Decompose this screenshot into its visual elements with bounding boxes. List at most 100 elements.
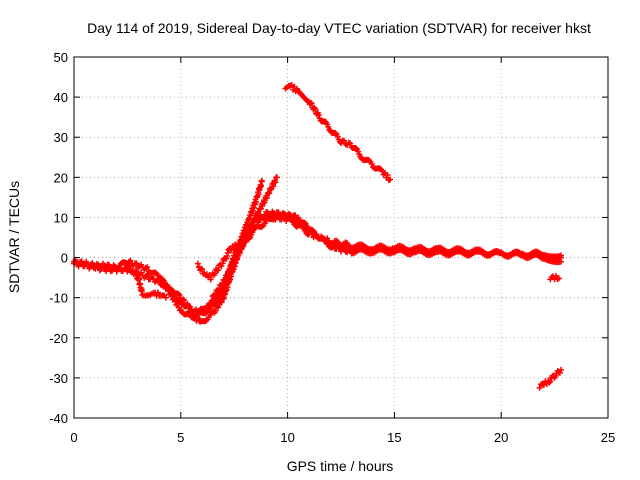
data-point bbox=[158, 276, 165, 283]
data-point bbox=[270, 183, 277, 190]
data-point bbox=[144, 264, 151, 271]
data-point bbox=[230, 246, 237, 253]
y-tick-label: -30 bbox=[49, 371, 68, 386]
data-point bbox=[212, 307, 219, 314]
data-point bbox=[546, 379, 553, 386]
data-point bbox=[547, 378, 554, 385]
data-point bbox=[258, 178, 265, 185]
data-point bbox=[242, 238, 249, 245]
y-axis: -40 -30 -20 -10 0 10 20 30 40 50 bbox=[49, 50, 608, 426]
data-point bbox=[556, 369, 563, 376]
data-point bbox=[255, 210, 262, 217]
data-point bbox=[212, 291, 219, 298]
data-point bbox=[264, 194, 271, 201]
x-tick-label: 15 bbox=[387, 430, 401, 445]
data-point bbox=[266, 190, 273, 197]
data-point bbox=[558, 258, 565, 265]
chart-title: Day 114 of 2019, Sidereal Day-to-day VTE… bbox=[87, 20, 591, 36]
data-point bbox=[221, 287, 228, 294]
data-point bbox=[347, 140, 354, 147]
y-tick-label: 10 bbox=[54, 210, 68, 225]
x-tick-label: 25 bbox=[601, 430, 615, 445]
data-point bbox=[219, 260, 226, 267]
data-point bbox=[536, 384, 543, 391]
data-point bbox=[207, 276, 214, 283]
data-point bbox=[236, 250, 243, 257]
data-point bbox=[228, 265, 235, 272]
data-point bbox=[218, 299, 225, 306]
series-late-arc bbox=[536, 366, 565, 391]
data-point bbox=[250, 204, 257, 211]
data-point bbox=[240, 232, 247, 239]
y-tick-label: -40 bbox=[49, 411, 68, 426]
data-point bbox=[211, 270, 218, 277]
data-point bbox=[198, 265, 205, 272]
data-point bbox=[308, 100, 315, 107]
y-tick-label: 30 bbox=[54, 130, 68, 145]
data-point bbox=[175, 300, 182, 307]
data-point bbox=[155, 289, 162, 296]
data-point bbox=[199, 266, 206, 273]
data-point bbox=[248, 225, 255, 232]
data-point bbox=[181, 297, 188, 304]
data-point bbox=[555, 275, 562, 282]
data-point bbox=[126, 263, 133, 270]
data-point bbox=[133, 260, 140, 267]
data-point bbox=[272, 179, 279, 186]
data-point bbox=[127, 257, 134, 264]
series-descending-arc bbox=[282, 82, 394, 184]
series-early-cluster bbox=[124, 263, 169, 301]
series-rising-arc-2 bbox=[209, 174, 280, 300]
series-arc-early bbox=[194, 241, 240, 283]
y-tick-label: 50 bbox=[54, 50, 68, 65]
data-point bbox=[341, 137, 348, 144]
data-point bbox=[233, 242, 240, 249]
x-tick-label: 10 bbox=[280, 430, 294, 445]
data-point bbox=[384, 171, 391, 178]
data-point bbox=[215, 266, 222, 273]
data-point bbox=[249, 207, 256, 214]
data-point bbox=[330, 242, 337, 249]
data-point bbox=[558, 366, 565, 373]
y-axis-title: SDTVAR / TECUs bbox=[6, 181, 22, 293]
x-axis: 0 5 10 15 20 25 bbox=[70, 57, 615, 445]
data-point bbox=[301, 219, 308, 226]
data-point bbox=[261, 220, 268, 227]
data-point bbox=[261, 199, 268, 206]
data-point bbox=[253, 214, 260, 221]
x-tick-label: 20 bbox=[494, 430, 508, 445]
y-tick-label: 40 bbox=[54, 90, 68, 105]
data-point bbox=[176, 291, 183, 298]
data-point bbox=[218, 283, 225, 290]
x-tick-label: 5 bbox=[177, 430, 184, 445]
data-point bbox=[225, 270, 232, 277]
y-tick-label: -20 bbox=[49, 331, 68, 346]
data-point bbox=[341, 245, 348, 252]
data-point bbox=[265, 189, 272, 196]
data-point bbox=[194, 260, 201, 267]
data-point bbox=[162, 294, 169, 301]
series-late-points bbox=[547, 272, 562, 283]
data-series bbox=[71, 82, 565, 391]
data-point bbox=[223, 274, 230, 281]
plot-frame bbox=[73, 56, 609, 419]
data-point bbox=[315, 111, 322, 118]
data-point bbox=[171, 295, 178, 302]
data-point bbox=[221, 295, 228, 302]
data-point bbox=[540, 382, 547, 389]
y-tick-label: 0 bbox=[61, 251, 68, 266]
data-point bbox=[234, 254, 241, 261]
data-point bbox=[257, 183, 264, 190]
data-point bbox=[292, 212, 299, 219]
y-tick-label: 20 bbox=[54, 170, 68, 185]
data-point bbox=[312, 106, 319, 113]
x-axis-title: GPS time / hours bbox=[287, 458, 394, 474]
data-point bbox=[286, 210, 293, 217]
data-point bbox=[387, 176, 394, 183]
data-point bbox=[352, 145, 359, 152]
data-point bbox=[273, 174, 280, 181]
data-point bbox=[164, 284, 171, 291]
data-point bbox=[347, 247, 354, 254]
data-point bbox=[255, 191, 262, 198]
